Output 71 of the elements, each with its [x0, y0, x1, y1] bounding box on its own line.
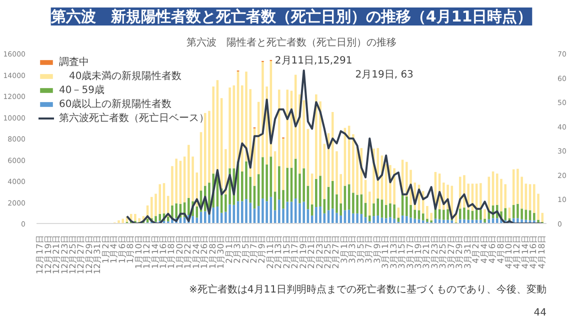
legend-label: 第六波死亡者数（死亡日ベース）: [59, 112, 209, 125]
x-tick-label: 3月5日: [356, 234, 366, 264]
x-tick-label: 4月14日: [520, 234, 531, 269]
x-tick-label: 12月29日: [84, 234, 95, 274]
x-tick-label: 4月10日: [504, 234, 514, 269]
x-tick-label: 1月30日: [216, 234, 227, 269]
x-tick-label: 3月27日: [446, 234, 457, 269]
x-tick-label: 3月21日: [422, 234, 432, 269]
x-tick-label: 3月13日: [389, 234, 400, 269]
x-tick-label: 4月2日: [472, 234, 482, 264]
x-tick-label: 1月4日: [110, 234, 120, 264]
x-tick-label: 4月18日: [537, 234, 548, 269]
x-tick-label: 2月27日: [332, 234, 342, 269]
x-tick-label: 3月3日: [348, 234, 358, 264]
x-tick-label: 4月4日: [480, 234, 490, 264]
x-tick-label: 2月3日: [233, 234, 244, 264]
x-tick-label: 12月21日: [52, 234, 62, 274]
x-tick-label: 1月6日: [118, 234, 128, 264]
x-tick-label: 1月18日: [167, 234, 178, 269]
x-tick-label: 3月7日: [364, 234, 375, 264]
x-tick-label: 3月9日: [372, 234, 383, 264]
x-tick-label: 3月29日: [455, 234, 466, 269]
annotation: 2月19日, 63: [355, 69, 414, 80]
x-tick-label: 1月24日: [192, 234, 202, 269]
legend-label: 40歳未満の新規陽性者数: [68, 70, 182, 83]
x-tick-label: 1月26日: [200, 234, 210, 269]
x-tick-label: 12月31日: [93, 234, 104, 274]
x-tick-label: 2月23日: [315, 234, 326, 269]
legend-label: 調査中: [59, 56, 89, 69]
legend-label: 60歳以上の新規陽性者数: [59, 98, 172, 111]
x-tick-label: 4月8日: [496, 234, 506, 264]
x-tick-label: 4月16日: [529, 234, 540, 269]
x-tick-label: 2月11日: [266, 234, 276, 269]
x-tick-label: 12月17日: [36, 234, 46, 274]
x-tick-label: 3月31日: [463, 234, 474, 269]
chart-subtitle: 第六波 陽性者と死亡者数（死亡日別）の推移: [186, 36, 396, 48]
legend-label: 40－59歳: [59, 84, 104, 97]
x-tick-label: 1月28日: [208, 234, 218, 269]
x-tick-label: 1月20日: [175, 234, 186, 269]
x-tick-label: 3月1日: [340, 234, 350, 264]
x-tick-label: 2月13日: [274, 234, 284, 269]
x-tick-label: 1月16日: [159, 234, 169, 269]
x-tick-label: 12月23日: [60, 234, 70, 274]
x-tick-label: 2月19日: [298, 234, 309, 269]
x-tick-label: 3月23日: [430, 234, 440, 269]
annotation: 2月11日,15,291: [274, 56, 352, 67]
x-tick-label: 2月7日: [249, 234, 260, 264]
x-tick-label: 12月19日: [44, 234, 54, 274]
x-tick-label: 3月25日: [438, 234, 449, 269]
x-tick-label: 3月19日: [414, 234, 424, 269]
x-tick-label: 1月12日: [142, 234, 153, 269]
x-tick-label: 1月22日: [184, 234, 194, 269]
x-tick-label: 3月11日: [381, 234, 392, 269]
x-tick-label: 2月9日: [258, 234, 268, 264]
x-tick-label: 1月8日: [126, 234, 136, 264]
x-tick-label: 3月15日: [398, 234, 408, 269]
x-tick-label: 4月6日: [488, 234, 498, 264]
x-tick-label: 4月12日: [512, 234, 523, 269]
x-tick-label: 2月1日: [224, 234, 235, 264]
x-tick-label: 2月5日: [241, 234, 252, 264]
text: ※死亡者数は4月11日判明時点までの死亡者数に基づくものであり、今後、変動: [189, 284, 547, 296]
x-tick-label: 2月15日: [282, 234, 292, 269]
x-tick-label: 1月14日: [150, 234, 161, 269]
x-tick-label: 1月10日: [134, 234, 144, 269]
x-tick-label: 3月17日: [406, 234, 416, 269]
text: 44: [534, 308, 547, 318]
x-tick-label: 2月21日: [307, 234, 318, 269]
x-tick-label: 12月27日: [76, 234, 87, 274]
chart-title: 第六波 新規陽性者数と死亡者数（死亡日別）の推移（4月11日時点）: [50, 8, 532, 26]
x-tick-label: 2月17日: [290, 234, 301, 269]
x-tick-label: 1月2日: [101, 234, 112, 264]
